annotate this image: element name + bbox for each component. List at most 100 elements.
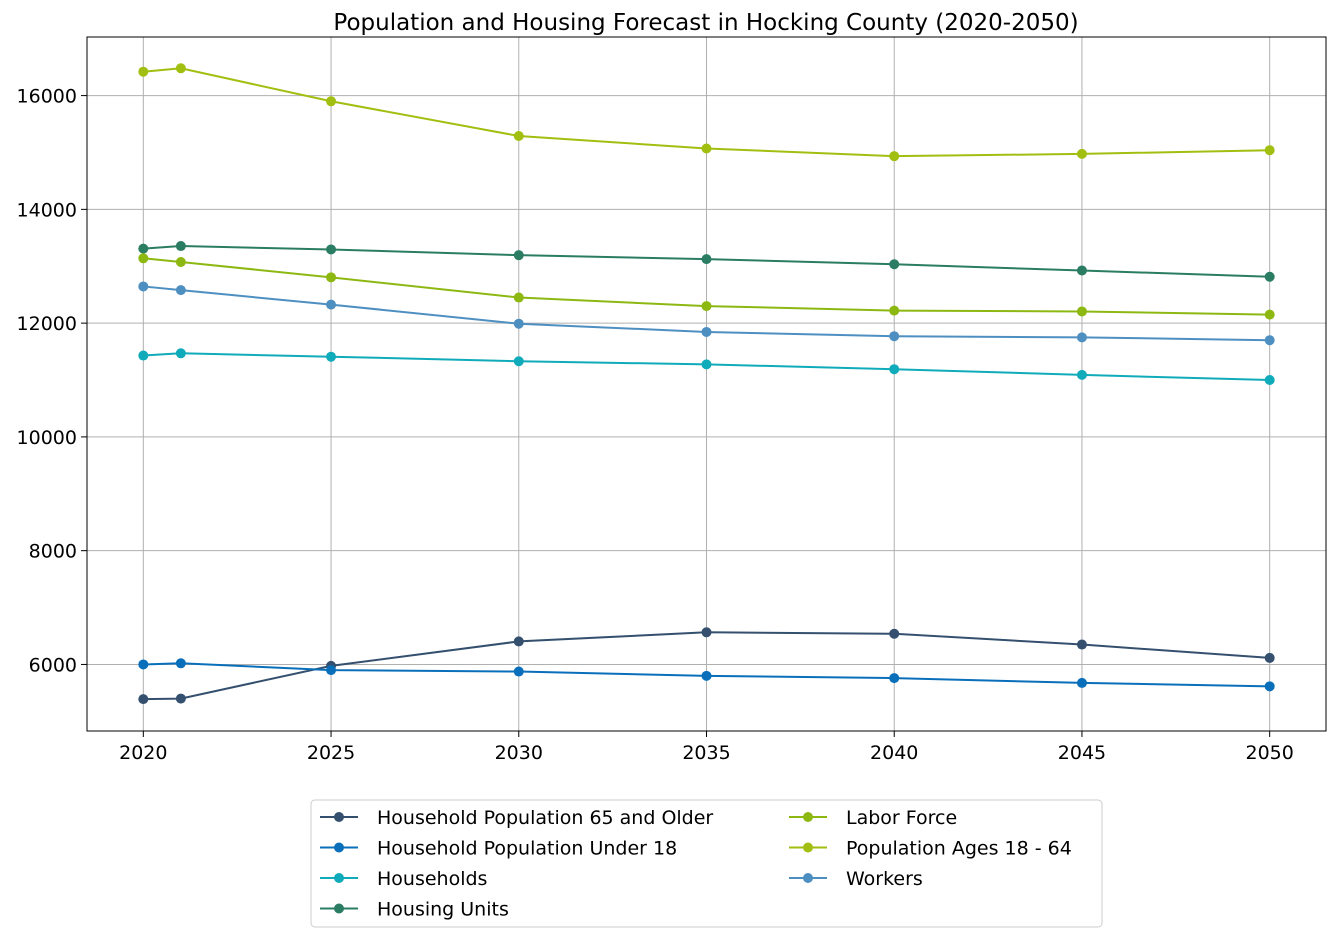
- data-point: [1076, 677, 1087, 688]
- x-tick-label: 2020: [119, 742, 167, 764]
- data-point: [1076, 265, 1087, 276]
- data-point: [1076, 639, 1087, 650]
- legend-label: Housing Units: [377, 899, 509, 921]
- data-point: [175, 63, 186, 74]
- legend-item: Population Ages 18 - 64: [789, 838, 1072, 860]
- data-point: [175, 256, 186, 267]
- legend-label: Household Population Under 18: [377, 838, 677, 860]
- legend-item: Household Population 65 and Older: [320, 807, 713, 829]
- legend-item: Household Population Under 18: [320, 838, 677, 860]
- data-point: [175, 693, 186, 704]
- data-point: [175, 658, 186, 669]
- series-0: [138, 627, 1275, 705]
- legend-box: [310, 799, 1103, 928]
- data-point: [701, 627, 712, 638]
- data-point: [1264, 681, 1275, 692]
- legend-item: Workers: [789, 868, 923, 890]
- legend-label: Households: [377, 868, 487, 890]
- data-point: [175, 348, 186, 359]
- data-point: [1264, 652, 1275, 663]
- data-point: [175, 241, 186, 252]
- data-point: [513, 292, 524, 303]
- series-line: [143, 631, 1270, 701]
- data-point: [701, 670, 712, 681]
- data-point: [1264, 145, 1275, 156]
- legend-label: Household Population 65 and Older: [377, 807, 713, 829]
- data-point: [326, 665, 337, 676]
- series-line: [143, 257, 1270, 316]
- legend-marker: [803, 842, 813, 853]
- series-1: [138, 658, 1275, 692]
- legend-label: Population Ages 18 - 64: [846, 838, 1072, 860]
- series-line: [143, 285, 1270, 342]
- data-point: [326, 244, 337, 255]
- data-point: [889, 151, 900, 162]
- legend-marker: [334, 812, 344, 822]
- data-point: [513, 666, 524, 677]
- legend-marker: [334, 903, 344, 914]
- data-point: [1076, 306, 1087, 317]
- data-point: [701, 301, 712, 312]
- data-point: [1264, 335, 1275, 346]
- series-group: [138, 63, 1275, 705]
- legend-marker: [334, 842, 344, 853]
- data-point: [138, 253, 149, 264]
- data-point: [138, 243, 149, 254]
- data-point: [513, 356, 524, 367]
- data-point: [513, 318, 524, 329]
- grid: [87, 37, 1326, 731]
- data-point: [889, 331, 900, 342]
- legend-item: Households: [320, 868, 487, 890]
- data-point: [513, 130, 524, 141]
- y-tick-label: 14000: [17, 199, 77, 221]
- series-line: [143, 67, 1270, 158]
- y-tick-label: 8000: [29, 541, 77, 563]
- legend-label: Workers: [846, 868, 923, 890]
- legend-marker: [803, 812, 813, 822]
- y-axis: 6000 8000 10000 12000 14000 16000: [17, 86, 87, 676]
- data-point: [138, 350, 149, 361]
- data-point: [326, 96, 337, 107]
- x-tick-label: 2035: [682, 742, 730, 764]
- legend-item: Housing Units: [320, 899, 509, 921]
- x-tick-label: 2045: [1058, 742, 1106, 764]
- legend-label: Labor Force: [846, 807, 957, 829]
- data-point: [701, 143, 712, 154]
- data-point: [513, 636, 524, 647]
- series-2: [138, 348, 1275, 386]
- data-point: [138, 659, 149, 670]
- series-line: [143, 245, 1270, 278]
- data-point: [1264, 309, 1275, 320]
- series-5: [138, 63, 1275, 162]
- series-6: [138, 281, 1275, 346]
- data-point: [1076, 332, 1087, 343]
- data-point: [701, 359, 712, 370]
- x-tick-label: 2030: [495, 742, 543, 764]
- data-point: [889, 305, 900, 316]
- legend-marker: [803, 873, 813, 883]
- series-line: [143, 352, 1270, 382]
- legend: Household Population 65 and Older Househo…: [310, 799, 1103, 928]
- data-point: [889, 364, 900, 375]
- y-tick-label: 10000: [17, 427, 77, 449]
- series-4: [138, 253, 1275, 320]
- data-point: [138, 281, 149, 292]
- data-point: [889, 259, 900, 270]
- legend-marker: [334, 873, 344, 883]
- x-tick-label: 2025: [307, 742, 355, 764]
- series-3: [138, 241, 1275, 282]
- legend-item: Labor Force: [789, 807, 957, 829]
- data-point: [326, 299, 337, 310]
- data-point: [701, 254, 712, 265]
- x-tick-label: 2040: [870, 742, 918, 764]
- series-line: [143, 662, 1270, 688]
- data-point: [175, 285, 186, 296]
- data-point: [326, 272, 337, 283]
- data-point: [889, 673, 900, 684]
- data-point: [1264, 375, 1275, 386]
- chart-title: Population and Housing Forecast in Hocki…: [333, 10, 1078, 36]
- data-point: [326, 351, 337, 362]
- data-point: [1264, 271, 1275, 282]
- y-tick-label: 6000: [29, 654, 77, 676]
